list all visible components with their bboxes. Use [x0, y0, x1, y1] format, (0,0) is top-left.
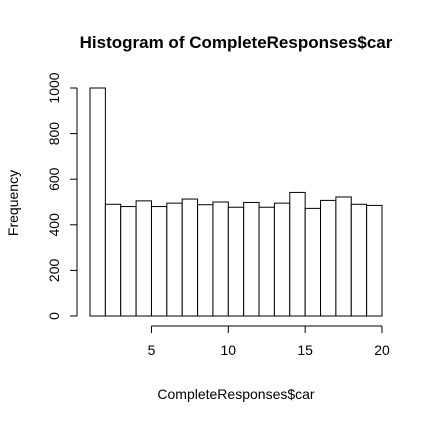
y-axis-label: Frequency: [5, 170, 21, 236]
x-axis: 5 10 15 20: [148, 325, 390, 358]
y-tick-label: 200: [46, 259, 62, 283]
x-axis-label: CompleteResponses$car: [157, 386, 315, 402]
histogram-bar: [212, 201, 229, 317]
histogram-bar: [227, 206, 245, 317]
histogram-bar: [197, 204, 214, 317]
histogram-bar: [273, 202, 291, 317]
bars-group: [89, 87, 383, 317]
histogram-bar: [335, 196, 352, 317]
histogram-bar: [120, 206, 137, 317]
y-tick-label: 800: [46, 122, 62, 146]
x-tick-label: 20: [374, 342, 390, 358]
histogram-bar: [243, 201, 260, 317]
histogram-bar: [104, 203, 122, 317]
histogram-bar: [366, 204, 383, 317]
histogram-bar: [135, 200, 152, 317]
histogram-bar: [304, 207, 322, 317]
y-tick-label: 600: [46, 167, 62, 191]
y-tick-label: 1000: [46, 72, 62, 103]
chart-title: Histogram of CompleteResponses$car: [80, 33, 393, 52]
histogram-bar: [89, 87, 106, 317]
histogram-bar: [181, 198, 199, 317]
histogram-bar: [258, 206, 275, 317]
histogram-bar: [350, 203, 368, 317]
y-tick-label: 400: [46, 213, 62, 237]
x-tick-label: 15: [297, 342, 313, 358]
histogram-bar: [289, 191, 306, 317]
x-tick-label: 10: [221, 342, 237, 358]
histogram-bar: [150, 206, 168, 317]
y-axis: 0 200 400 600 800 1000: [46, 72, 78, 320]
histogram-bar: [166, 202, 183, 317]
y-tick-label: 0: [46, 312, 62, 320]
histogram-bar: [320, 199, 337, 317]
x-tick-label: 5: [148, 342, 156, 358]
